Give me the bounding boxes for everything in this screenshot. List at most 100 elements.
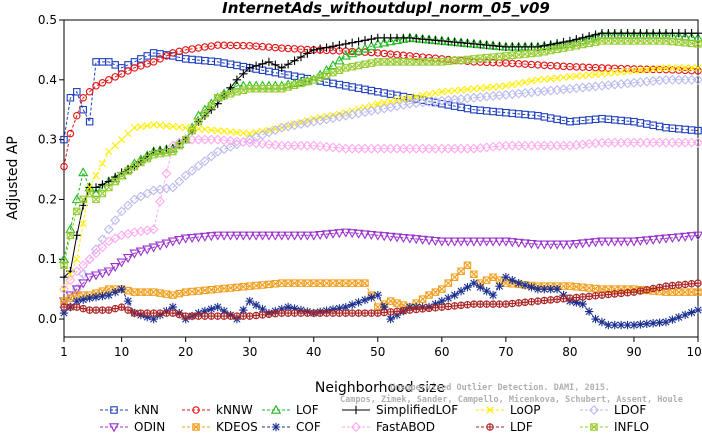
data-point — [206, 134, 217, 145]
data-point — [78, 269, 89, 280]
data-point — [457, 86, 465, 94]
legend: kNN kNNW LOF SimplifiedLOF LoOP LDOF ODIN KDEOS… — [100, 403, 649, 434]
data-point — [462, 237, 473, 247]
data-point — [432, 304, 439, 311]
data-point — [188, 126, 196, 135]
data-point — [123, 296, 133, 306]
data-point — [444, 57, 452, 66]
data-point — [450, 290, 459, 300]
data-point — [487, 237, 499, 247]
data-point — [315, 44, 325, 53]
data-point — [520, 140, 531, 151]
data-point — [669, 282, 676, 289]
data-point — [692, 231, 702, 241]
data-point — [482, 286, 491, 296]
data-point — [67, 303, 74, 311]
x-tick-label: 1 — [60, 345, 68, 359]
data-point — [180, 170, 191, 181]
data-point — [560, 295, 567, 302]
data-point — [609, 237, 620, 247]
data-point — [469, 278, 479, 288]
data-point — [272, 310, 279, 317]
series-layer — [58, 28, 702, 330]
data-point — [476, 54, 485, 63]
data-point — [438, 285, 446, 293]
legend-label: COF — [296, 420, 321, 434]
data-point — [85, 88, 94, 96]
data-point — [411, 143, 422, 154]
data-point — [431, 89, 440, 97]
y-tick-label: 0.5 — [38, 13, 57, 27]
y-tick-label: 0.2 — [38, 192, 57, 206]
data-point — [322, 43, 331, 52]
data-point — [174, 236, 185, 246]
data-point — [641, 137, 652, 148]
data-point — [201, 286, 209, 295]
data-point — [195, 312, 202, 320]
data-point — [513, 238, 524, 248]
data-point — [84, 254, 95, 265]
data-point — [239, 305, 248, 315]
data-point — [207, 285, 216, 294]
data-point — [334, 143, 345, 153]
data-point — [207, 105, 216, 114]
data-point — [596, 137, 607, 148]
data-point — [112, 305, 119, 312]
data-point — [129, 249, 140, 259]
data-point — [347, 229, 358, 239]
data-point — [226, 128, 235, 136]
data-point — [192, 423, 200, 431]
data-point — [122, 254, 134, 264]
series-loop — [60, 64, 702, 293]
data-point — [496, 300, 503, 308]
data-point — [380, 58, 388, 66]
data-point — [340, 50, 351, 60]
data-point — [424, 35, 434, 44]
data-point — [635, 137, 646, 148]
data-point — [303, 49, 312, 58]
data-point — [79, 94, 87, 102]
data-point — [97, 269, 108, 279]
data-point — [495, 42, 504, 51]
data-point — [233, 283, 241, 292]
data-point — [398, 143, 409, 154]
data-point — [456, 38, 466, 47]
data-point — [572, 298, 581, 307]
data-point — [367, 34, 376, 44]
data-point — [276, 140, 287, 151]
data-point — [617, 68, 625, 76]
data-point — [199, 156, 210, 167]
data-point — [341, 302, 350, 312]
data-point — [194, 117, 203, 126]
data-point — [348, 279, 356, 287]
data-point — [341, 39, 350, 49]
data-point — [476, 40, 485, 49]
data-point — [328, 42, 338, 51]
data-point — [65, 275, 76, 286]
data-point — [308, 140, 319, 151]
data-point — [583, 33, 595, 43]
data-point — [213, 94, 222, 102]
data-point — [591, 38, 600, 46]
data-point — [449, 237, 460, 247]
data-point — [400, 307, 407, 314]
data-point — [156, 309, 164, 317]
data-point — [207, 304, 216, 314]
data-point — [585, 71, 593, 79]
data-point — [489, 83, 497, 91]
legend-label: LOF — [296, 403, 319, 417]
data-point — [609, 137, 620, 148]
data-point — [59, 308, 69, 318]
data-point — [642, 319, 651, 329]
data-point — [559, 44, 568, 52]
data-point — [233, 312, 241, 320]
x-axis: 1 10 20 30 40 50 60 70 80 90 100 — [60, 337, 702, 359]
data-point — [149, 58, 158, 66]
data-point — [188, 312, 196, 320]
data-point — [540, 47, 549, 56]
data-point — [476, 84, 484, 92]
data-point — [78, 260, 89, 271]
data-point — [259, 311, 266, 319]
watermark-line-1: Campos, Zimek, Sander, Campello, Micenko… — [340, 394, 683, 405]
data-point — [91, 248, 101, 259]
